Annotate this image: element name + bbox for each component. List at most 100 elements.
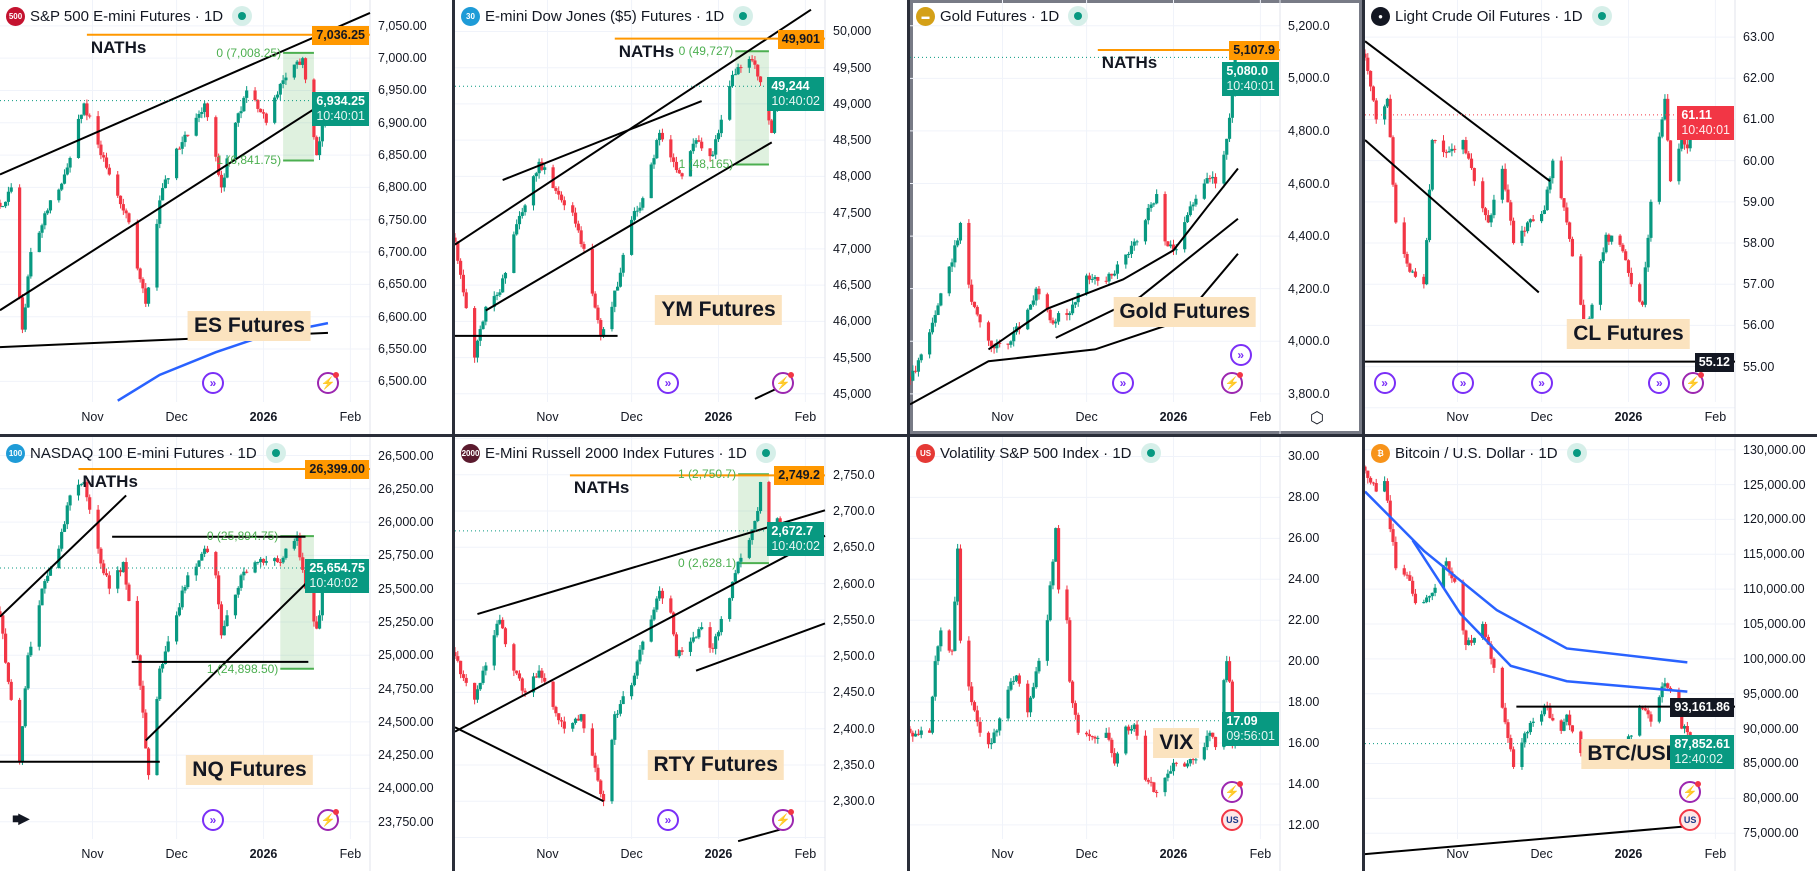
earnings-event-icon[interactable]: ⚡ (1221, 781, 1244, 803)
chart-canvas[interactable] (455, 0, 907, 434)
chart-title[interactable]: Bitcoin / U.S. Dollar · 1D (1395, 444, 1558, 462)
candle-body (317, 615, 322, 629)
chart-title[interactable]: Light Crude Oil Futures · 1D (1395, 7, 1583, 25)
price-axis-tick: 18.00 (1288, 695, 1320, 710)
candle (1682, 724, 1687, 734)
candle (26, 652, 30, 691)
candle-body (658, 590, 662, 599)
earnings-event-icon[interactable]: ⚡ (316, 809, 339, 831)
trend-line (0, 99, 329, 312)
chart-header[interactable]: ₿ Bitcoin / U.S. Dollar · 1D (1371, 443, 1587, 463)
chart-canvas[interactable] (0, 437, 452, 871)
naths-text: NATHs (573, 478, 630, 498)
candle-body (281, 80, 285, 85)
time-axis-tick: Nov (991, 410, 1014, 424)
candle (1531, 717, 1535, 727)
candle (1464, 136, 1468, 155)
chart-panel[interactable]: ₿ Bitcoin / U.S. Dollar · 1D 93,161.86 BTC/… (1365, 437, 1817, 871)
candle-body (635, 661, 639, 676)
chart-title[interactable]: Volatility S&P 500 Index · 1D (940, 444, 1132, 462)
chart-panel[interactable]: ● Light Crude Oil Futures · 1D 55.12 CL Fut… (1365, 0, 1817, 434)
chart-header[interactable]: ▬ Gold Futures · 1D (916, 6, 1089, 26)
candle (183, 584, 187, 594)
candle-body (756, 511, 760, 521)
candle-body (700, 141, 704, 149)
dividend-event-icon[interactable]: » (1112, 372, 1135, 394)
candle-body (46, 210, 50, 214)
earnings-event-icon[interactable]: ⚡ (1681, 372, 1704, 394)
chart-title[interactable]: E-mini Dow Jones ($5) Futures · 1D (485, 7, 725, 25)
candle (914, 365, 918, 374)
chart-panel[interactable]: 30 E-mini Dow Jones ($5) Futures · 1D 0 (4… (455, 0, 907, 434)
candle (1051, 559, 1055, 590)
dividend-event-icon[interactable]: » (657, 372, 680, 394)
chart-title[interactable]: E-Mini Russell 2000 Index Futures · 1D (485, 444, 747, 462)
earnings-event-icon[interactable]: ⚡ (316, 372, 339, 394)
dividend-event-icon[interactable]: » (657, 809, 680, 831)
chart-title[interactable]: NASDAQ 100 E-mini Futures · 1D (30, 444, 257, 462)
candle (1511, 746, 1516, 769)
chart-canvas[interactable] (910, 437, 1362, 871)
candle (121, 198, 125, 215)
price-axis-tick: 26,250.00 (378, 481, 434, 496)
chart-header[interactable]: 100 NASDAQ 100 E-mini Futures · 1D (6, 443, 286, 463)
candle (958, 544, 963, 644)
naths-price: 49,901 (781, 31, 820, 46)
us-flag-event-icon[interactable]: US (1679, 809, 1702, 831)
candle (1391, 523, 1395, 546)
chart-title[interactable]: S&P 500 E-mini Futures · 1D (30, 7, 224, 25)
chart-panel[interactable]: 100 NASDAQ 100 E-mini Futures · 1D 0 (25,8… (0, 437, 452, 871)
candle-body (6, 662, 11, 682)
candle-body (1084, 275, 1089, 294)
candle-body (278, 562, 282, 564)
chart-panel[interactable]: US Volatility S&P 500 Index · 1D VIX 12.00 1… (910, 437, 1362, 871)
candle-body (691, 143, 695, 152)
candle-body (576, 718, 580, 721)
dividend-event-icon[interactable]: » (202, 809, 225, 831)
dividend-event-icon[interactable]: » (202, 372, 225, 394)
market-open-indicator (1566, 443, 1587, 463)
dividend-event-icon[interactable]: » (1648, 372, 1671, 394)
chart-panel[interactable]: 500 S&P 500 E-mini Futures · 1D 0 (7,008.2… (0, 0, 452, 434)
dividend-event-icon[interactable]: » (1373, 372, 1396, 394)
chart-header[interactable]: 2000 E-Mini Russell 2000 Index Futures · … (461, 443, 776, 463)
chart-header[interactable]: ● Light Crude Oil Futures · 1D (1371, 6, 1612, 26)
candle-body (1006, 689, 1010, 719)
candle (736, 561, 740, 575)
earnings-event-icon[interactable]: ⚡ (771, 809, 794, 831)
candle (1621, 243, 1625, 253)
dividend-event-icon[interactable]: » (1452, 372, 1475, 394)
chart-panel[interactable]: ▬ Gold Futures · 1D NATHs 5,107.9 Gold Futur… (910, 0, 1362, 434)
candle (1492, 194, 1496, 219)
earnings-event-icon[interactable]: ⚡ (1221, 372, 1244, 394)
candle (107, 571, 111, 595)
us-flag-event-icon[interactable]: US (1221, 809, 1244, 831)
candle-body (233, 594, 238, 616)
chart-canvas[interactable] (455, 437, 907, 871)
chart-header[interactable]: 500 S&P 500 E-mini Futures · 1D (6, 6, 253, 26)
candle (459, 258, 463, 279)
chart-panel[interactable]: 2000 E-Mini Russell 2000 Index Futures · … (455, 437, 907, 871)
earnings-event-icon[interactable]: ⚡ (771, 372, 794, 394)
chart-header[interactable]: 30 E-mini Dow Jones ($5) Futures · 1D (461, 6, 754, 26)
candle-body (1461, 140, 1465, 150)
earnings-event-icon[interactable]: ⚡ (1679, 781, 1702, 803)
candle (1090, 735, 1094, 741)
symbol-icon: 30 (461, 6, 480, 26)
dividend-event-icon[interactable]: » (1229, 344, 1252, 366)
candle-body (225, 158, 229, 178)
candle-body (102, 155, 106, 158)
price-axis-tick: 4,400.0 (1288, 229, 1330, 244)
dividend-event-icon[interactable]: » (1530, 372, 1553, 394)
candle-body (697, 629, 701, 638)
candle-body (292, 541, 296, 549)
chart-header[interactable]: US Volatility S&P 500 Index · 1D (916, 443, 1161, 463)
chart-title[interactable]: Gold Futures · 1D (940, 7, 1060, 25)
chart-canvas[interactable] (0, 0, 452, 434)
candle (728, 80, 732, 121)
price-axis-tick: 25,750.00 (378, 548, 434, 563)
candle-body (155, 699, 159, 776)
settings-icon[interactable]: ⬡ (1310, 410, 1324, 427)
candle (590, 723, 594, 757)
candle-body (76, 484, 81, 496)
